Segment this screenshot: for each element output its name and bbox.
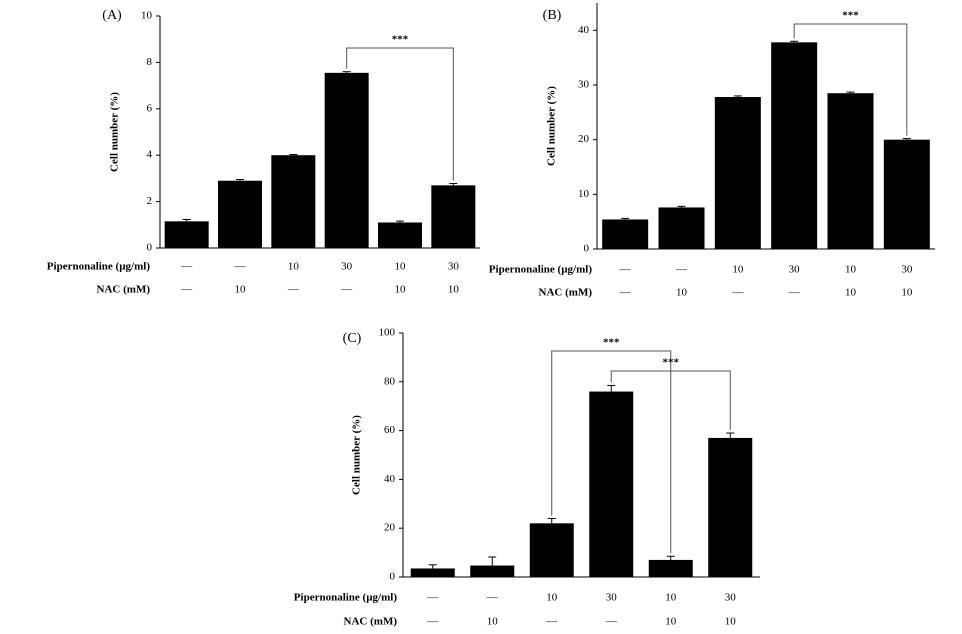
row-value: 30 [725,592,737,604]
panel-label: (A) [102,8,122,23]
row-value: 10 [395,284,407,296]
row-value: 10 [725,616,737,628]
bar [714,97,761,249]
row-value: 30 [789,264,801,276]
row-value: 10 [665,616,677,628]
bar [470,565,515,577]
bar [589,391,634,577]
row-value: 10 [665,592,677,604]
row-label: Pipernonaline (µg/ml) [47,261,151,273]
row-value: 10 [448,284,460,296]
bar [324,72,369,248]
bar [771,42,818,249]
row-value: 10 [845,264,857,276]
row-value: — [619,287,632,299]
row-value: — [731,287,744,299]
bar [648,559,693,577]
bar [883,139,930,249]
row-label: NAC (mM) [97,284,151,296]
y-tick-label: 10 [578,188,590,200]
row-label: Pipernonaline (µg/ml) [294,592,398,604]
row-value: 10 [546,592,558,604]
row-value: 10 [288,261,300,273]
y-axis-label: Cell number (%) [109,92,121,172]
row-value: — [180,261,193,273]
bar [410,568,455,577]
significance-label: *** [842,10,859,22]
y-tick-label: 60 [384,424,396,436]
significance-bracket [793,23,908,136]
y-tick-label: 30 [578,79,590,91]
bar [708,437,753,577]
row-value: 10 [901,287,913,299]
row-value: — [287,284,300,296]
row-value: — [675,264,688,276]
row-value: — [426,616,439,628]
y-tick-label: 0 [147,242,153,254]
y-tick-label: 2 [147,195,153,207]
row-value: — [605,616,618,628]
row-value: 30 [341,261,353,273]
bar [658,207,705,249]
panel-label: (B) [543,8,562,23]
y-tick-label: 0 [390,571,396,583]
row-value: — [180,284,193,296]
significance-label: *** [603,337,620,349]
row-value: 10 [732,264,744,276]
bar [218,180,262,248]
row-value: 10 [676,287,688,299]
row-value: — [426,592,439,604]
row-value: 10 [395,261,407,273]
bar [529,523,574,577]
significance-bracket [346,47,454,181]
row-value: — [545,616,558,628]
y-tick-label: 10 [141,10,153,22]
y-tick-label: 40 [578,24,590,36]
row-value: 10 [235,284,247,296]
panel-label: (C) [343,331,362,346]
y-tick-label: 4 [147,149,153,161]
y-tick-label: 40 [384,473,396,485]
significance-bracket [610,370,731,431]
row-value: 30 [448,261,460,273]
bar [431,185,476,248]
row-value: — [486,592,499,604]
row-label: Pipernonaline (µg/ml) [489,264,593,276]
y-axis-label: Cell number (%) [351,415,363,495]
row-value: — [619,264,632,276]
y-tick-label: 100 [379,327,396,339]
row-value: 30 [901,264,913,276]
row-value: 30 [606,592,618,604]
row-value: 10 [845,287,857,299]
row-label: NAC (mM) [344,616,398,628]
y-tick-label: 0 [584,243,590,255]
significance-label: *** [663,357,680,369]
y-tick-label: 80 [384,375,396,387]
significance-bracket [551,350,672,554]
y-tick-label: 20 [384,522,396,534]
row-label: NAC (mM) [539,287,593,299]
row-value: — [788,287,801,299]
y-tick-label: 8 [147,56,153,68]
bar [164,221,209,248]
row-value: — [234,261,247,273]
bar [271,155,316,248]
y-axis-label: Cell number (%) [546,86,558,166]
bar [827,93,874,249]
y-tick-label: 20 [578,133,590,145]
bar [602,219,649,249]
row-value: — [340,284,353,296]
row-value: 10 [487,616,499,628]
bar [378,222,422,248]
y-tick-label: 6 [147,102,153,114]
significance-label: *** [392,34,409,46]
